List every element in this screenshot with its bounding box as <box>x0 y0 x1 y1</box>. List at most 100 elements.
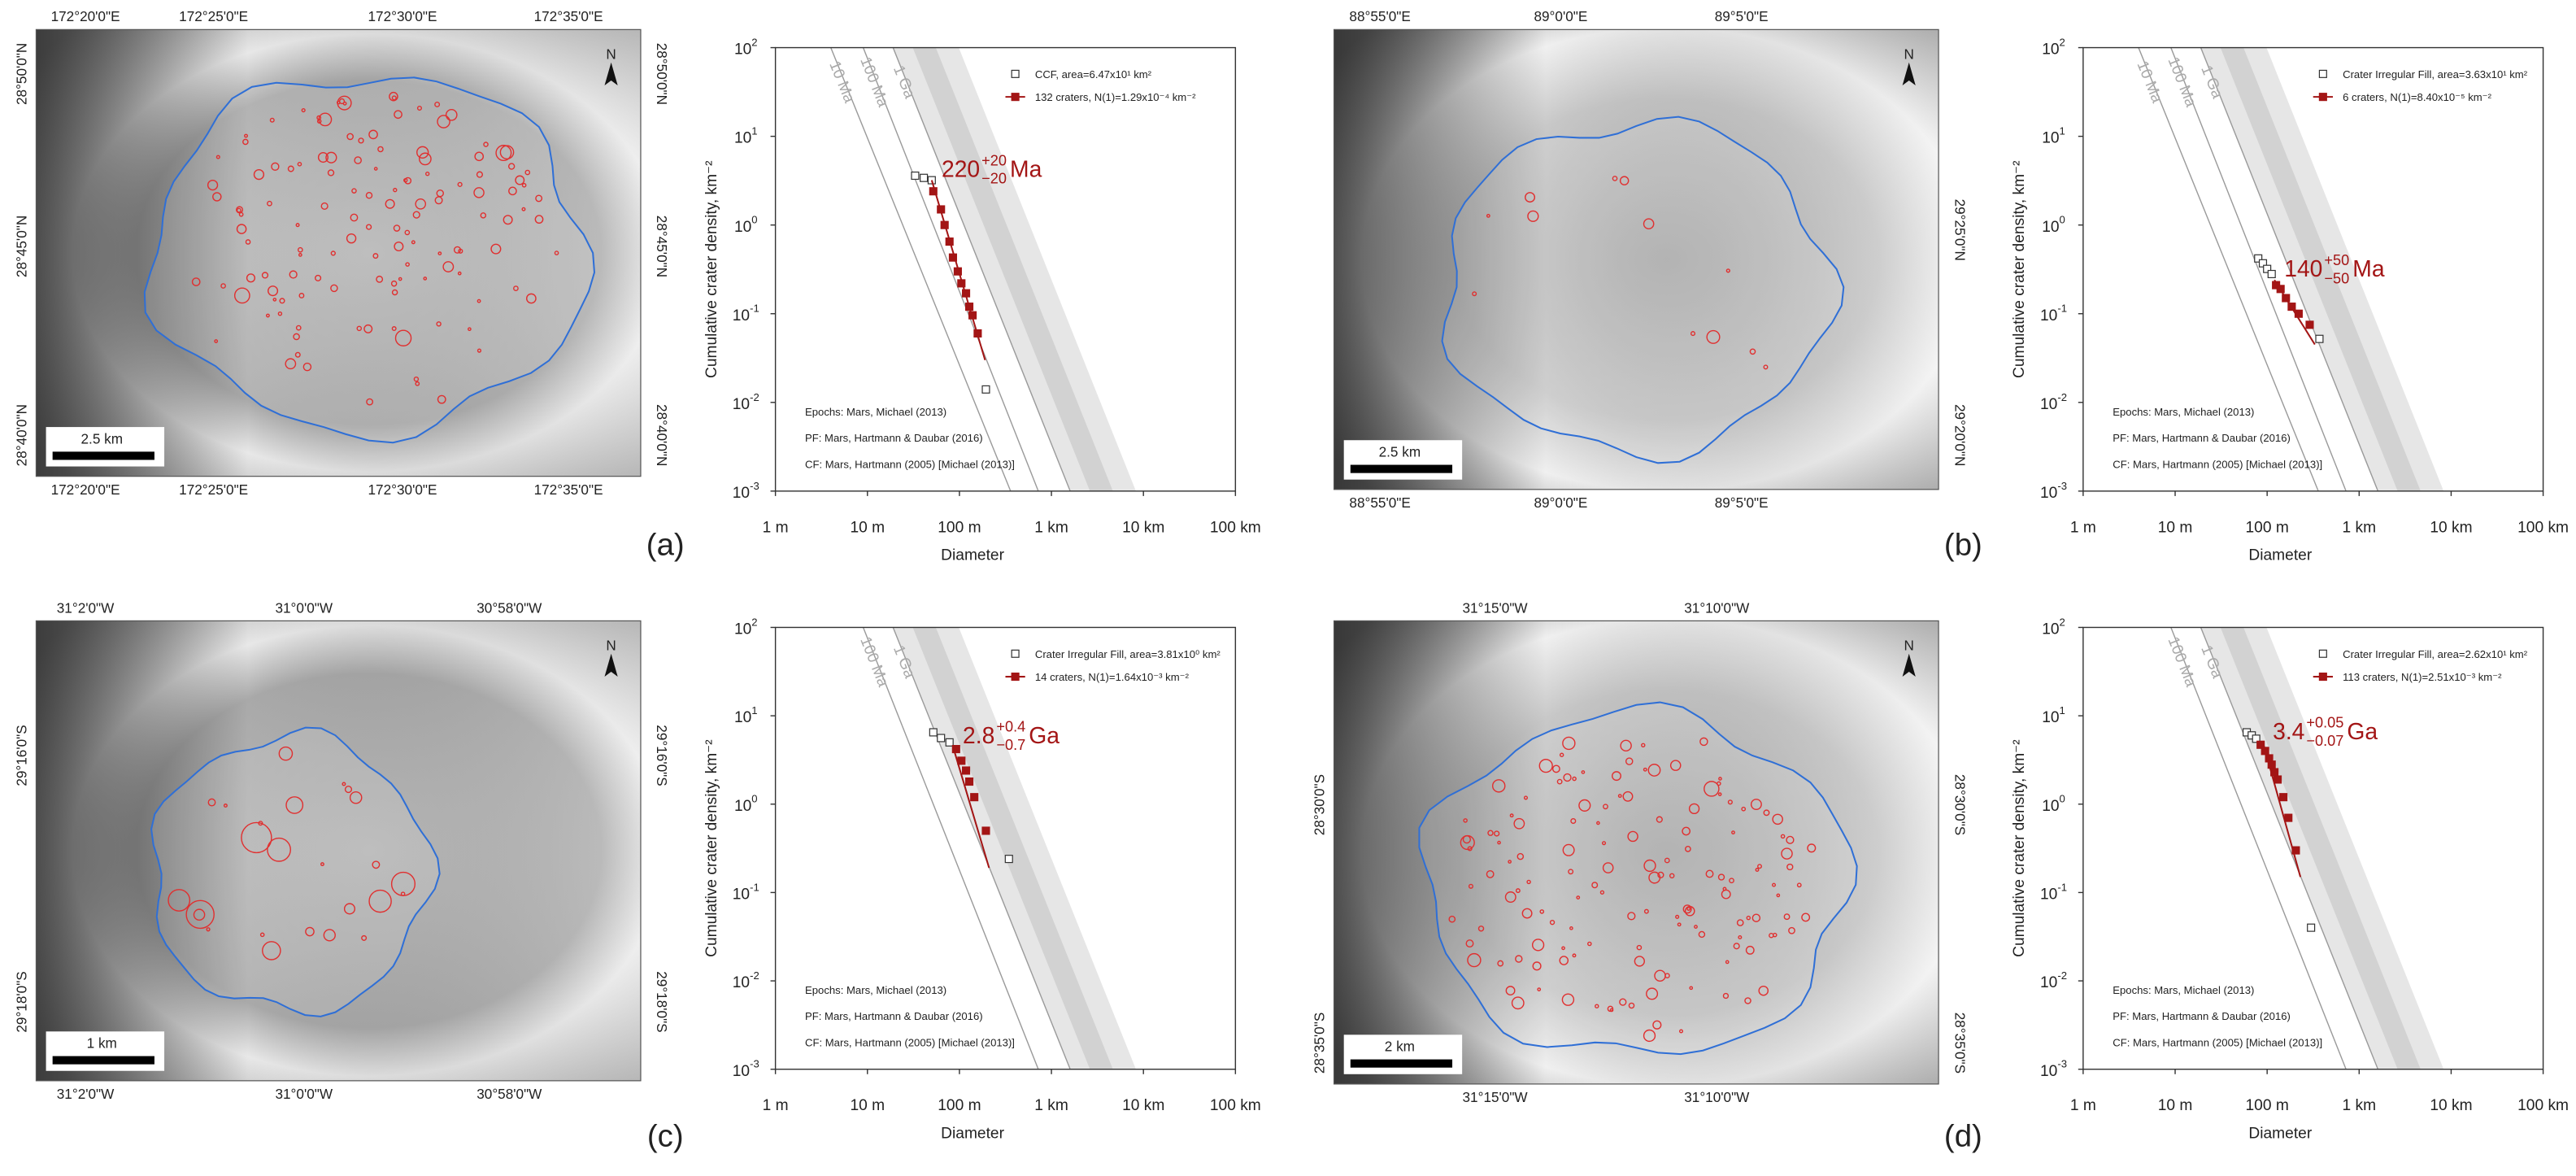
method-note: CF: Mars, Hartmann (2005) [Michael (2013… <box>2113 1036 2322 1048</box>
crater-marker <box>1749 348 1756 355</box>
coord-label: 28°35'0"S <box>1311 1013 1327 1074</box>
crater-marker <box>1527 210 1539 222</box>
crater-marker <box>404 176 412 185</box>
isochron <box>830 47 1012 491</box>
coord-label: 172°30'0"E <box>368 481 437 498</box>
age-plus: +20 <box>981 152 1007 168</box>
crater-marker <box>1786 863 1794 871</box>
coord-label: 28°30'0"S <box>1311 774 1327 835</box>
crater-marker <box>480 212 487 219</box>
data-point <box>2282 294 2291 303</box>
crater-marker <box>1521 908 1533 919</box>
data-point <box>968 311 977 320</box>
crater-marker <box>285 796 304 814</box>
crater-marker <box>215 155 220 159</box>
crater-marker <box>346 233 357 244</box>
legend-symbol <box>2318 673 2327 682</box>
data-point <box>957 279 966 288</box>
x-tick-label: 100 km <box>2517 1097 2569 1114</box>
legend-label: CCF, area=6.47x10¹ km² <box>1035 68 1152 81</box>
method-note: CF: Mars, Hartmann (2005) [Michael (2013… <box>805 1036 1015 1048</box>
coord-label: 28°45'0"N <box>13 216 29 277</box>
y-tick-exponent: -1 <box>2057 303 2067 315</box>
data-point <box>2258 259 2268 268</box>
crater-marker <box>317 152 329 163</box>
crater-marker <box>436 321 442 327</box>
crater-marker <box>1706 329 1721 344</box>
crater-marker <box>1643 908 1649 914</box>
plot-frame <box>774 46 1237 492</box>
crater-marker <box>1515 888 1521 894</box>
crater-marker <box>1634 956 1646 967</box>
data-point <box>964 303 974 311</box>
crater-marker <box>377 146 384 153</box>
crater-marker <box>525 293 537 304</box>
crater-marker <box>1736 919 1744 926</box>
coord-label: 28°50'0"N <box>13 43 29 105</box>
age-plus: +0.4 <box>996 719 1025 735</box>
coord-label: 172°35'0"E <box>534 481 603 498</box>
crater-marker <box>1463 818 1468 823</box>
isochron-label: 10 Ma <box>825 59 858 106</box>
crater-marker <box>473 187 485 198</box>
crater-marker <box>1654 969 1666 982</box>
coord-label: 172°35'0"E <box>534 8 603 24</box>
fill-outline <box>150 726 441 1017</box>
crater-marker <box>474 151 485 162</box>
isochron-label: 100 Ma <box>856 54 891 109</box>
crater-marker <box>342 782 346 786</box>
crater-marker <box>350 213 359 222</box>
y-tick-label: 10-3 <box>2040 1058 2067 1080</box>
crater-marker <box>320 862 324 867</box>
crater-marker <box>1796 882 1802 888</box>
coord-label: 31°15'0"W <box>1462 1089 1528 1105</box>
y-tick-exponent: 0 <box>751 793 757 805</box>
x-tick-label: 1 km <box>2343 519 2377 536</box>
crater-marker <box>394 329 412 346</box>
crater-marker <box>1772 813 1783 825</box>
y-tick-exponent: 1 <box>2060 704 2065 716</box>
coord-label: 172°20'0"E <box>51 8 120 24</box>
crater-marker <box>1738 934 1743 940</box>
crater-marker <box>1717 792 1722 796</box>
crater-marker <box>434 102 441 107</box>
crater-marker <box>1801 912 1811 922</box>
data-point <box>945 738 954 747</box>
crater-marker <box>554 250 559 255</box>
crater-marker <box>1686 907 1691 911</box>
method-note: PF: Mars, Hartmann & Daubar (2016) <box>805 432 983 444</box>
crater-marker <box>1721 889 1731 899</box>
coord-label: 31°10'0"W <box>1684 1089 1750 1105</box>
crater-marker <box>1643 1029 1656 1043</box>
crater-marker <box>1647 764 1661 777</box>
legend-label: Crater Irregular Fill, area=3.81x10⁰ km² <box>1035 648 1221 660</box>
crater-marker <box>1525 192 1536 203</box>
crater-marker <box>1698 930 1706 939</box>
crater-marker <box>295 324 302 331</box>
x-tick-label: 10 km <box>2430 1097 2472 1114</box>
crater-marker <box>368 889 392 913</box>
coord-label: 29°16'0"S <box>13 725 29 786</box>
crater-marker <box>1467 952 1482 968</box>
coord-label: 28°45'0"N <box>654 216 670 277</box>
isochron-label: 100 Ma <box>856 634 891 689</box>
crater-marker <box>1772 882 1777 887</box>
crater-marker <box>1511 996 1525 1010</box>
crater-marker <box>1570 818 1577 825</box>
crater-marker <box>1627 830 1638 843</box>
legend-symbol <box>1011 673 1020 682</box>
data-point <box>2254 254 2263 263</box>
epoch-band <box>2220 47 2421 491</box>
crater-marker <box>1675 914 1680 919</box>
crater-marker <box>361 934 368 941</box>
x-tick-label: 100 m <box>2246 1097 2289 1114</box>
crater-marker <box>245 239 251 245</box>
crater-marker <box>1468 883 1474 889</box>
crater-marker <box>1694 925 1698 929</box>
coord-label: 89°0'0"E <box>1534 8 1587 24</box>
crater-marker <box>412 211 420 219</box>
y-tick-label: 100 <box>2042 214 2065 236</box>
crater-marker <box>1620 739 1632 752</box>
crater-marker <box>1576 895 1581 899</box>
